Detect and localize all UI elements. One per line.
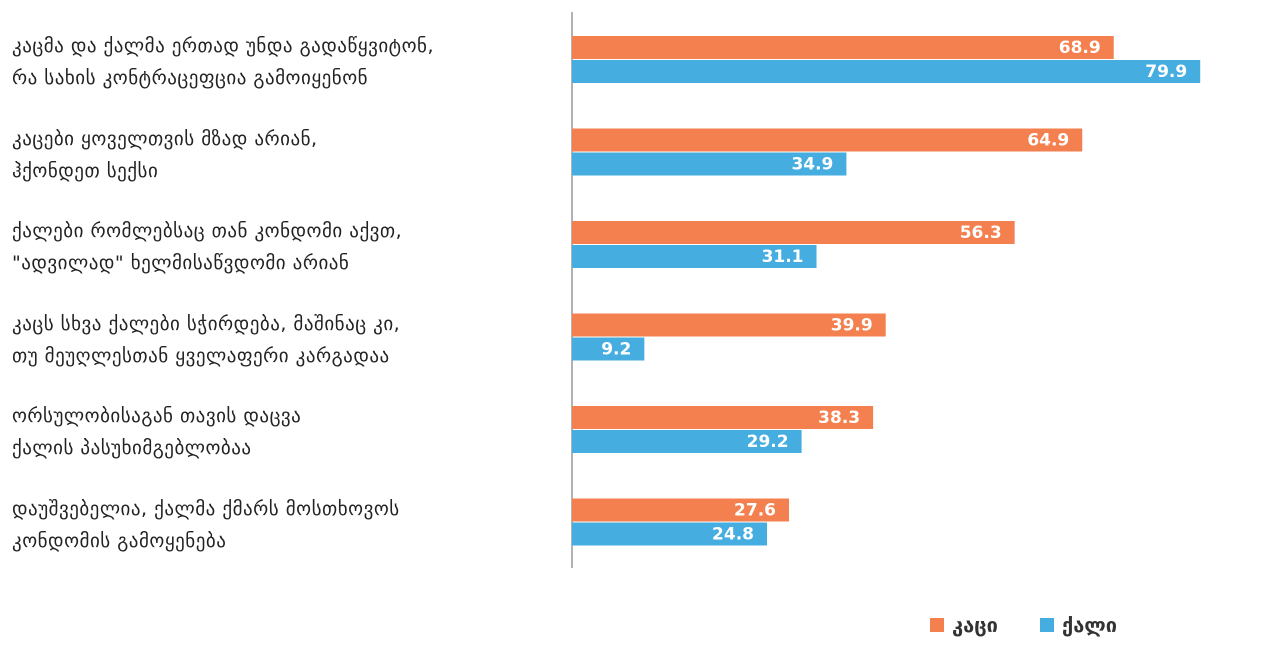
legend-label: ქალი	[1062, 613, 1117, 637]
bar	[572, 128, 1083, 152]
category-label: ორსულობისაგან თავის დაცვა ქალის პასუხიმგ…	[12, 405, 302, 459]
bar	[572, 152, 847, 176]
category-label: კაცს სხვა ქალები სჭირდება, მაშინაც კი, თ…	[12, 312, 401, 367]
bar	[572, 221, 1015, 244]
category-label: ქალები რომლებსაც თან კონდომი აქვთ, "ადვი…	[12, 220, 403, 274]
value-label: 56.3	[960, 223, 1002, 243]
value-label: 79.9	[1145, 62, 1187, 82]
value-label: 9.2	[601, 340, 631, 360]
category-label: კაცები ყოველთვის მზად არიან, ჰქონდეთ სექ…	[12, 127, 318, 182]
bar	[572, 522, 767, 546]
value-label: 27.6	[734, 501, 776, 521]
category-label: კაცმა და ქალმა ერთად უნდა გადაწყვიტონ, რ…	[12, 35, 435, 89]
bar	[572, 36, 1114, 59]
legend-label: კაცი	[952, 613, 998, 637]
value-label: 39.9	[831, 316, 873, 336]
value-label: 64.9	[1027, 131, 1069, 151]
value-label: 29.2	[747, 432, 789, 452]
value-label: 68.9	[1059, 38, 1101, 58]
bar	[572, 313, 886, 337]
legend-swatch	[930, 618, 944, 632]
bar	[572, 498, 790, 522]
bar	[572, 430, 802, 453]
value-label: 38.3	[818, 408, 860, 428]
bar	[572, 406, 874, 429]
bar	[572, 337, 645, 361]
value-label: 24.8	[712, 525, 754, 545]
legend-swatch	[1040, 618, 1054, 632]
bar	[572, 60, 1201, 83]
bar	[572, 245, 817, 268]
value-label: 34.9	[791, 155, 833, 175]
category-label: დაუშვებელია, ქალმა ქმარს მოსთხოვოს კონდო…	[12, 497, 400, 552]
value-label: 31.1	[762, 247, 804, 267]
